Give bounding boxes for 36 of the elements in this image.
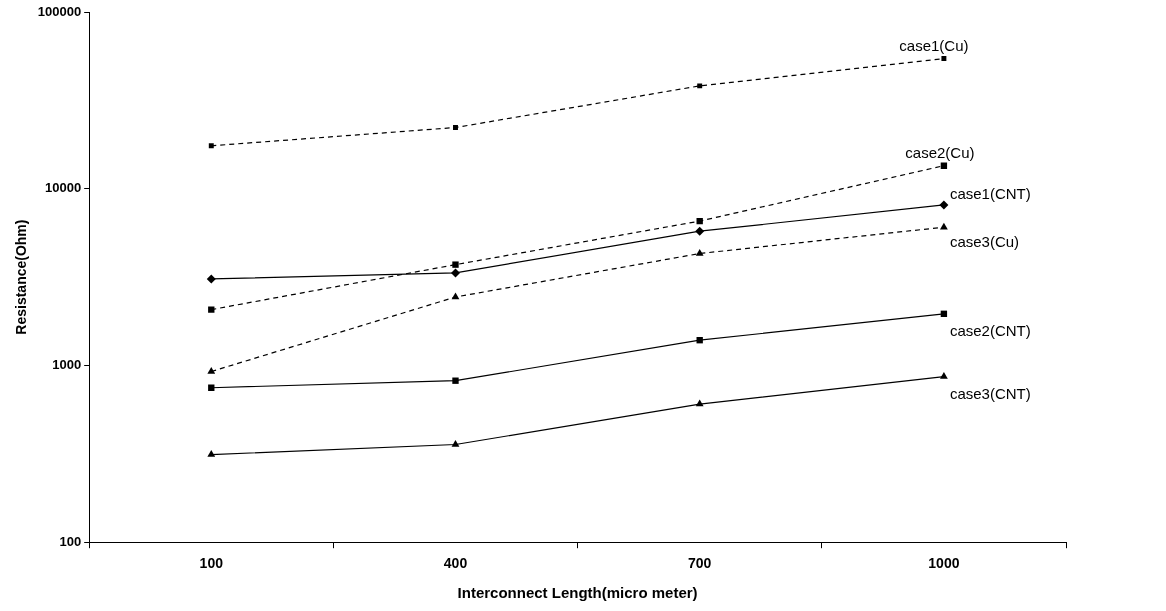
y-axis-title: Resistance(Ohm) (13, 219, 30, 335)
series-label: case2(CNT) (949, 321, 1031, 339)
point (451, 440, 460, 447)
x-tick-label: 100 (199, 555, 224, 572)
point (940, 310, 948, 317)
point (206, 274, 216, 284)
point (697, 83, 703, 89)
series-label: case3(Cu) (949, 233, 1020, 251)
point (452, 377, 459, 384)
y-tick-label: 1000 (52, 357, 82, 373)
y-tick-label: 100000 (37, 3, 82, 19)
x-axis-title: Interconnect Length(micro meter) (457, 584, 698, 602)
point (453, 125, 458, 130)
x-tick-label: 1000 (928, 555, 960, 572)
point (695, 399, 704, 407)
series-label: case1(CNT) (949, 185, 1031, 203)
y-tick-label: 10000 (45, 180, 82, 196)
x-tick-label: 400 (443, 555, 468, 572)
point (940, 162, 948, 169)
point (695, 249, 704, 256)
point (451, 292, 460, 300)
series-label: case1(Cu) (899, 36, 969, 54)
series-label: case3(CNT) (949, 384, 1031, 402)
point (208, 306, 215, 313)
point (940, 372, 948, 379)
series-label: case2(Cu) (905, 143, 975, 161)
point (939, 200, 949, 210)
point (450, 268, 460, 278)
x-tick-label: 700 (688, 555, 712, 572)
point (941, 56, 947, 62)
point (207, 450, 216, 457)
y-tick-label: 100 (59, 533, 82, 549)
point (208, 143, 214, 149)
point (452, 261, 459, 268)
point (207, 367, 216, 374)
point (695, 226, 705, 236)
